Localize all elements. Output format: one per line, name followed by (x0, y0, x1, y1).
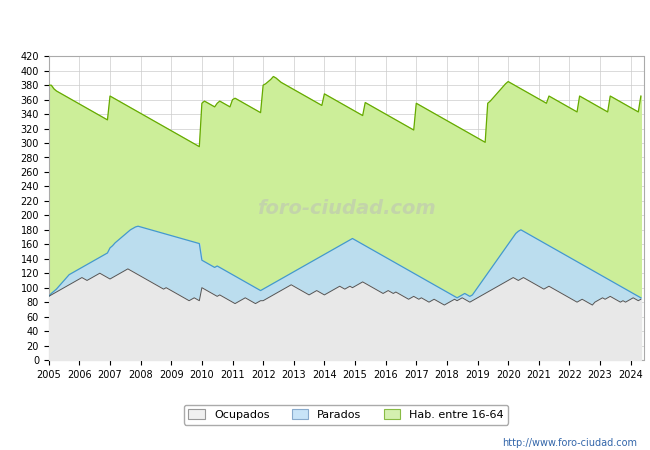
Legend: Ocupados, Parados, Hab. entre 16-64: Ocupados, Parados, Hab. entre 16-64 (184, 405, 508, 425)
Text: Villapalacios - Evolucion de la poblacion en edad de Trabajar Mayo de 2024: Villapalacios - Evolucion de la poblacio… (49, 16, 601, 31)
Text: http://www.foro-ciudad.com: http://www.foro-ciudad.com (502, 438, 637, 448)
Text: foro-ciudad.com: foro-ciudad.com (257, 198, 436, 218)
